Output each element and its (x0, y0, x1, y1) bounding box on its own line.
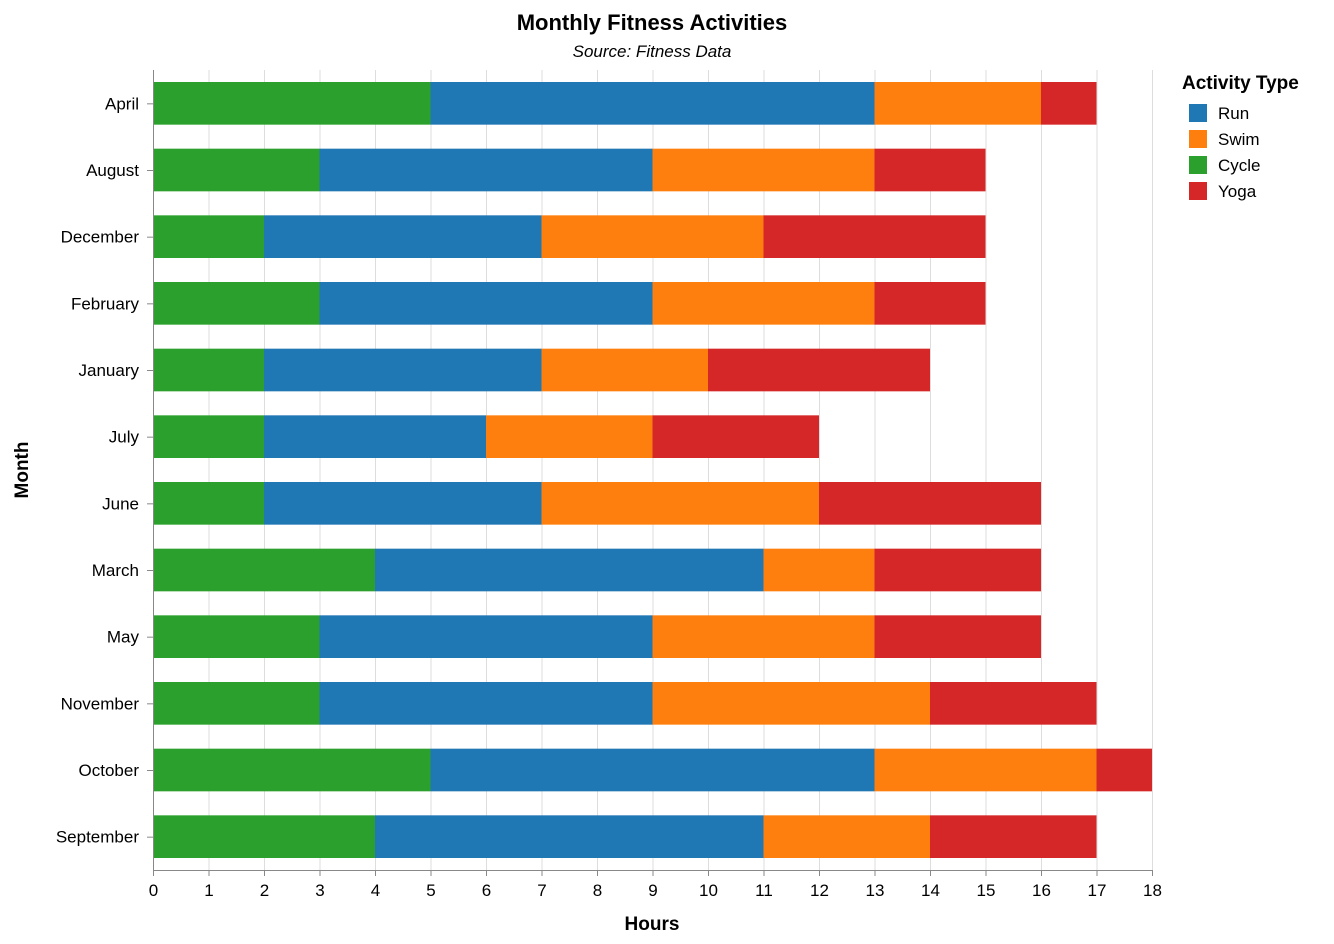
legend-swatch-yoga (1189, 182, 1207, 200)
y-axis-title: Month (12, 442, 33, 499)
bar-run-may (319, 615, 653, 658)
bar-yoga-may (874, 615, 1041, 658)
bar-run-august (319, 148, 653, 192)
y-tick-label: January (79, 361, 140, 380)
bar-swim-october (874, 748, 1097, 792)
bar-run-november (319, 682, 653, 725)
y-tick-label: November (61, 694, 140, 713)
legend-label-run: Run (1218, 104, 1249, 123)
bar-run-january (264, 348, 542, 392)
bar-swim-august (652, 148, 875, 192)
x-tick-label: 14 (921, 881, 940, 900)
bar-run-october (430, 748, 875, 792)
y-tick-label: August (86, 161, 139, 180)
legend: Activity Type Run Swim Cycle Yoga (1182, 73, 1299, 201)
chart-subtitle: Source: Fitness Data (573, 42, 732, 61)
bar-cycle-march (153, 548, 375, 592)
bar-swim-january (541, 348, 708, 392)
bar-run-march (375, 548, 764, 592)
bar-swim-june (541, 482, 819, 525)
x-tick-label: 7 (537, 881, 546, 900)
x-tick-label: 10 (699, 881, 718, 900)
y-tick-label: September (56, 828, 139, 847)
bar-run-september (375, 815, 764, 858)
x-tick-label: 15 (977, 881, 996, 900)
bar-cycle-july (153, 415, 264, 458)
y-tick-label: April (105, 94, 139, 113)
x-tick-label: 9 (648, 881, 657, 900)
y-tick-label: June (102, 494, 139, 513)
x-tick-label: 4 (371, 881, 380, 900)
bar-swim-november (652, 682, 930, 725)
x-tick-label: 2 (260, 881, 269, 900)
legend-swatch-cycle (1189, 156, 1207, 174)
bar-yoga-october (1096, 748, 1152, 792)
x-tick-label: 0 (149, 881, 158, 900)
bar-cycle-may (153, 615, 320, 658)
bar-cycle-june (153, 482, 264, 525)
y-tick-label: December (61, 228, 140, 247)
legend-label-swim: Swim (1218, 130, 1260, 149)
bar-cycle-april (153, 82, 431, 125)
bar-swim-july (486, 415, 653, 458)
x-tick-label: 18 (1143, 881, 1162, 900)
x-tick-label: 11 (755, 881, 773, 900)
bar-swim-september (763, 815, 930, 858)
bar-yoga-april (1041, 82, 1097, 125)
y-tick-label: February (71, 294, 140, 313)
x-tick-label: 16 (1032, 881, 1051, 900)
bar-swim-march (763, 548, 875, 592)
bar-swim-may (652, 615, 875, 658)
bar-cycle-september (153, 815, 375, 858)
legend-title: Activity Type (1182, 73, 1299, 94)
bar-run-february (319, 282, 653, 325)
x-axis-title: Hours (625, 914, 680, 935)
x-tick-label: 5 (426, 881, 435, 900)
bar-swim-february (652, 282, 875, 325)
gridlines (153, 70, 1153, 870)
bar-yoga-february (874, 282, 986, 325)
bar-yoga-june (819, 482, 1041, 525)
bar-swim-december (541, 215, 764, 258)
x-tick-label: 1 (204, 881, 213, 900)
axes: April August December February January July Ju… (56, 70, 1162, 900)
bar-cycle-november (153, 682, 320, 725)
bar-cycle-august (153, 148, 320, 192)
bar-run-june (264, 482, 542, 525)
bar-yoga-september (930, 815, 1097, 858)
bar-run-july (264, 415, 486, 458)
y-tick-label: May (107, 628, 140, 647)
legend-swatch-swim (1189, 130, 1207, 148)
bars (153, 82, 1152, 858)
bar-yoga-january (708, 348, 930, 392)
x-tick-label: 8 (593, 881, 602, 900)
bar-cycle-october (153, 748, 431, 792)
bar-cycle-february (153, 282, 320, 325)
bar-yoga-march (874, 548, 1041, 592)
chart-title: Monthly Fitness Activities (517, 10, 788, 35)
bar-yoga-november (930, 682, 1097, 725)
legend-label-cycle: Cycle (1218, 156, 1261, 175)
bar-run-april (430, 82, 875, 125)
bar-cycle-january (153, 348, 264, 392)
legend-label-yoga: Yoga (1218, 182, 1257, 201)
y-tick-label: October (79, 761, 140, 780)
x-tick-label: 12 (810, 881, 829, 900)
x-tick-label: 3 (315, 881, 324, 900)
bar-yoga-august (874, 148, 986, 192)
bar-yoga-july (652, 415, 819, 458)
x-tick-label: 13 (866, 881, 885, 900)
bar-yoga-december (763, 215, 986, 258)
legend-swatch-run (1189, 104, 1207, 122)
x-tick-label: 17 (1088, 881, 1107, 900)
y-tick-label: March (92, 561, 139, 580)
y-tick-label: July (109, 428, 140, 447)
bar-run-december (264, 215, 542, 258)
bar-swim-april (874, 82, 1041, 125)
x-tick-label: 6 (482, 881, 491, 900)
bar-cycle-december (153, 215, 264, 258)
